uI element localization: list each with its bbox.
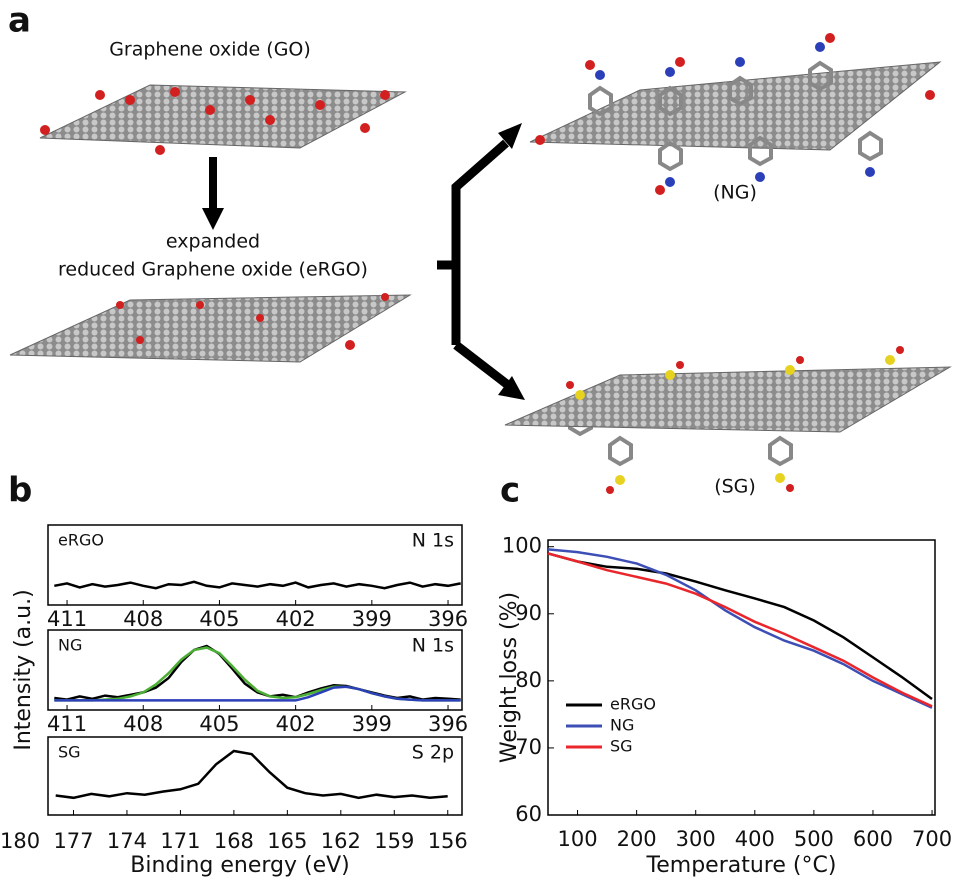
series-line [54,580,461,590]
arrow [209,157,217,212]
x-axis-label: Temperature (°C) [646,853,837,878]
x-tick-label: 174 [107,829,147,853]
x-tick-label: 405 [199,607,239,631]
nitro-groups [535,33,935,195]
x-tick-label: 396 [428,607,468,631]
sheet-sg [504,366,952,433]
x-tick-label: 500 [794,827,834,851]
x-tick-label: 400 [735,827,775,851]
x-tick-label: 700 [912,827,952,851]
plot-frame [47,629,463,711]
x-tick-label: 100 [557,827,597,851]
legend-label: SG [610,737,633,756]
branch-arrow [437,139,511,389]
plot-frame [47,736,463,816]
arrow-head [202,208,224,230]
x-tick-label: 402 [276,607,316,631]
y-axis-label: Intensity (a.u.) [11,589,36,750]
panel-label: c [500,471,520,511]
x-tick-label: 156 [428,829,468,853]
x-tick-label: 600 [853,827,893,851]
x-tick-label: 177 [53,829,93,853]
label: (SG) [714,476,756,498]
annotation: eRGO [58,531,104,550]
x-tick-label: 162 [321,829,361,853]
sheet-go [39,84,407,149]
y-tick-label: 80 [515,668,542,692]
x-tick-label: 408 [123,607,163,631]
x-tick-label: 180 [0,829,40,853]
x-tick-label: 405 [199,712,239,736]
panel-label: a [8,1,31,41]
label: Graphene oxide (GO) [109,39,311,61]
y-tick-label: 100 [502,534,542,558]
x-tick-label: 159 [374,829,414,853]
x-tick-label: 168 [214,829,254,853]
series-line [547,548,933,709]
panel-label: b [8,471,32,511]
annotation: NG [58,636,82,655]
series-line [55,749,448,800]
arrow-head [498,123,522,149]
x-tick-label: 402 [276,712,316,736]
x-tick-label: 200 [617,827,657,851]
y-axis-label: Weight loss (%) [497,592,522,763]
label: (NG) [713,182,757,204]
x-tick-label: 411 [47,607,87,631]
panel-a: Graphene oxide (GO) expanded reduced Gra… [9,33,952,498]
legend-label: NG [610,716,634,735]
label: expanded [166,231,260,253]
sheet-ng [529,61,942,151]
x-tick-label: 408 [123,712,163,736]
annotation: S 2p [412,742,454,764]
arrow-head [498,376,525,400]
annotation: N 1s [412,530,454,552]
x-tick-label: 411 [47,712,87,736]
x-tick-label: 300 [676,827,716,851]
x-tick-label: 396 [428,712,468,736]
series-line [54,685,461,702]
sulfo-groups [566,346,904,494]
series-line [547,552,933,701]
x-tick-label: 399 [352,607,392,631]
x-tick-label: 165 [267,829,307,853]
label: reduced Graphene oxide (eRGO) [58,259,368,281]
series-line [547,552,933,708]
plot-frame [547,539,936,816]
legend-label: eRGO [610,695,656,714]
annotation: SG [58,743,81,762]
sheet-ergo [9,294,412,363]
y-tick-label: 60 [515,802,542,826]
x-tick-label: 171 [160,829,200,853]
y-tick-label: 70 [515,735,542,759]
annotation: N 1s [412,635,454,657]
oxygen-groups [40,87,390,155]
plot-frame [47,524,463,606]
x-tick-label: 399 [352,712,392,736]
oxygen-groups [116,293,389,350]
y-tick-label: 90 [515,601,542,625]
x-axis-label: Binding energy (eV) [130,853,350,878]
